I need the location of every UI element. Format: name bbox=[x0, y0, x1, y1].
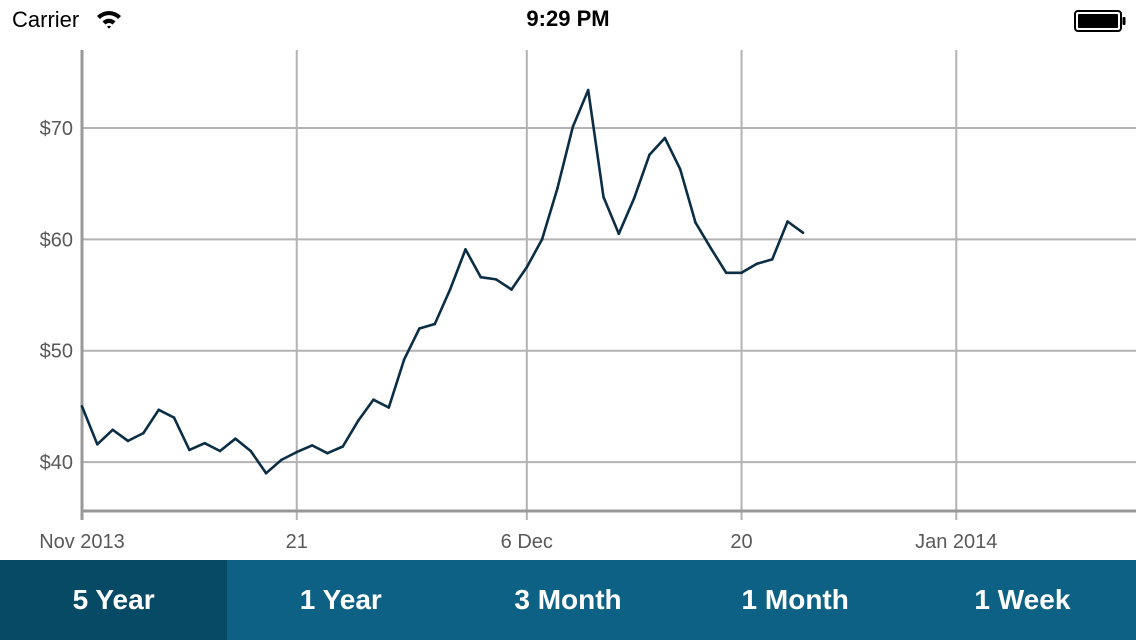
data-point bbox=[494, 278, 498, 281]
data-point bbox=[801, 231, 805, 234]
price-series bbox=[80, 88, 805, 475]
data-point bbox=[96, 442, 99, 446]
tab-label: 1 Week bbox=[974, 584, 1071, 615]
data-point bbox=[310, 444, 314, 447]
data-point bbox=[234, 437, 237, 441]
line-chart: $40 $50 $60 $70 Nov 2013 21 6 Dec 20 Jan 2014 bbox=[39, 50, 1136, 553]
data-point bbox=[218, 449, 222, 453]
data-point bbox=[525, 265, 529, 269]
data-point bbox=[341, 445, 345, 448]
data-point bbox=[188, 448, 191, 452]
status-bar: Carrier 9:29 PM bbox=[0, 0, 1136, 40]
data-point bbox=[724, 271, 728, 275]
data-point bbox=[418, 327, 421, 330]
data-point bbox=[694, 221, 697, 224]
data-point bbox=[617, 232, 621, 236]
data-point bbox=[433, 322, 437, 326]
data-point bbox=[740, 271, 743, 275]
data-point bbox=[326, 451, 329, 455]
tab-label: 5 Year bbox=[72, 584, 155, 615]
tab-1-week[interactable]: 1 Week bbox=[909, 560, 1136, 640]
data-point bbox=[586, 88, 590, 92]
data-point bbox=[402, 358, 406, 361]
axes bbox=[80, 50, 1136, 520]
data-point bbox=[648, 153, 651, 156]
data-point bbox=[372, 398, 375, 402]
y-tick-label: $50 bbox=[40, 341, 73, 363]
x-tick-label: 20 bbox=[730, 531, 752, 553]
data-point bbox=[678, 167, 682, 171]
y-tick-label: $60 bbox=[40, 229, 73, 251]
data-point bbox=[663, 136, 667, 140]
data-point bbox=[157, 408, 160, 412]
data-point bbox=[786, 220, 789, 223]
x-tick-label: 6 Dec bbox=[501, 531, 553, 553]
status-time: 9:29 PM bbox=[526, 6, 610, 31]
tab-1-year[interactable]: 1 Year bbox=[227, 560, 454, 640]
data-point bbox=[709, 246, 713, 250]
tab-label: 1 Year bbox=[299, 584, 382, 615]
data-point bbox=[632, 196, 636, 200]
data-point bbox=[448, 288, 452, 291]
wifi-icon bbox=[96, 9, 122, 34]
x-tick-label: Jan 2014 bbox=[915, 531, 997, 553]
data-point bbox=[755, 262, 759, 266]
data-point bbox=[356, 419, 360, 423]
price-chart[interactable]: $40 $50 $60 $70 Nov 2013 21 6 Dec 20 Jan 2014 bbox=[0, 40, 1136, 560]
data-point bbox=[571, 125, 575, 129]
data-point bbox=[556, 186, 559, 190]
horizontal-gridlines bbox=[82, 126, 1136, 464]
data-point bbox=[80, 405, 84, 408]
data-point bbox=[172, 416, 176, 419]
data-point bbox=[295, 450, 299, 454]
data-point bbox=[510, 288, 513, 291]
data-point bbox=[249, 449, 253, 453]
vertical-gridlines bbox=[81, 50, 958, 520]
tab-5-year[interactable]: 5 Year bbox=[0, 560, 228, 640]
data-point bbox=[203, 441, 207, 445]
tab-1-month[interactable]: 1 Month bbox=[682, 560, 909, 640]
data-point bbox=[280, 458, 283, 462]
data-point bbox=[602, 195, 605, 199]
data-point bbox=[464, 248, 467, 251]
x-axis-labels: Nov 2013 21 6 Dec 20 Jan 2014 bbox=[39, 531, 997, 553]
y-axis-labels: $40 $50 $60 $70 bbox=[40, 118, 73, 474]
data-point bbox=[126, 439, 130, 443]
data-point bbox=[264, 471, 268, 475]
data-point bbox=[540, 238, 544, 241]
y-tick-label: $70 bbox=[40, 118, 73, 140]
x-tick-label: Nov 2013 bbox=[39, 531, 125, 553]
series-line bbox=[80, 88, 805, 475]
range-tab-bar: 5 Year 1 Year 3 Month 1 Month 1 Week bbox=[0, 560, 1136, 640]
carrier-label: Carrier bbox=[12, 7, 80, 32]
tab-label: 3 Month bbox=[514, 584, 622, 615]
x-tick-label: 21 bbox=[286, 531, 308, 553]
data-point bbox=[770, 258, 774, 261]
tab-3-month[interactable]: 3 Month bbox=[454, 560, 681, 640]
y-tick-label: $40 bbox=[40, 452, 73, 474]
data-point bbox=[387, 406, 391, 409]
data-point bbox=[479, 275, 483, 279]
tab-label: 1 Month bbox=[741, 584, 849, 615]
data-point bbox=[111, 428, 114, 432]
data-point bbox=[142, 431, 145, 435]
battery-icon bbox=[1074, 10, 1128, 37]
